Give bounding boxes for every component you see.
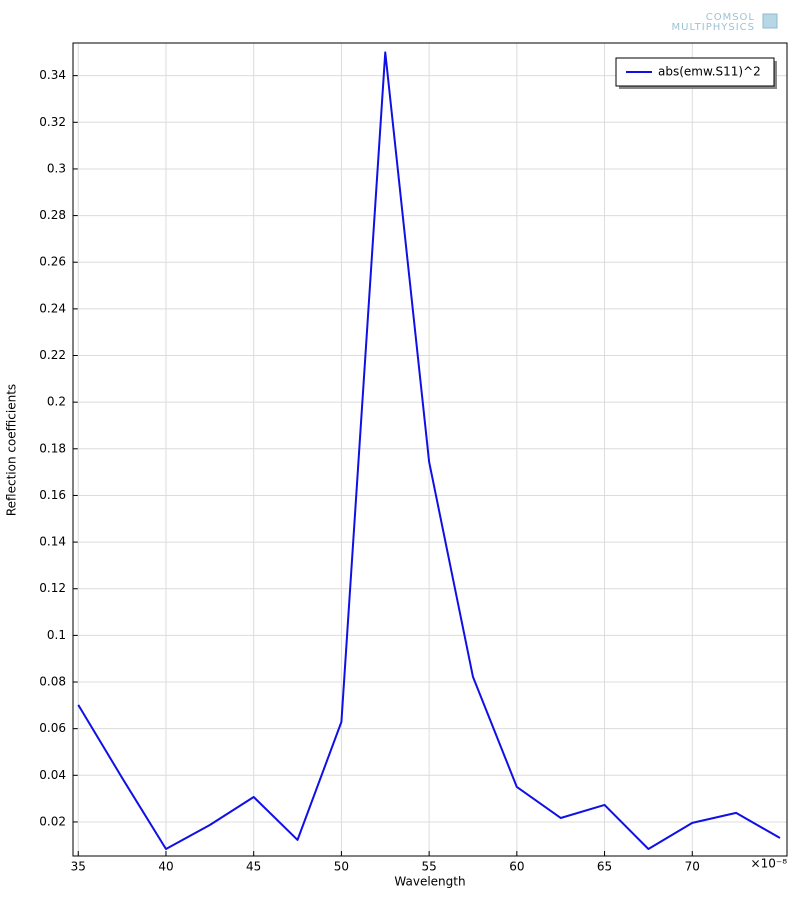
- x-tick-label: 65: [597, 860, 612, 874]
- plot-frame: [72, 42, 788, 857]
- x-tick-label: 55: [421, 860, 436, 874]
- logo-icon: [762, 13, 778, 29]
- y-tick-label: 0.3: [47, 161, 66, 175]
- watermark: MULTIPHYSICS: [672, 22, 755, 33]
- y-tick-label: 0.12: [39, 581, 66, 595]
- y-tick-label: 0.08: [39, 675, 66, 689]
- y-tick-label: 0.04: [39, 768, 66, 782]
- x-axis-label: Wavelength: [394, 875, 465, 889]
- y-tick-label: 0.24: [39, 301, 66, 315]
- y-tick-label: 0.2: [47, 395, 66, 409]
- y-tick-label: 0.16: [39, 488, 66, 502]
- x-tick-label: 40: [158, 860, 173, 874]
- y-axis-label: Reflection coefficients: [5, 384, 19, 516]
- y-tick-label: 0.02: [39, 814, 66, 828]
- y-tick-label: 0.34: [39, 68, 66, 82]
- y-tick-label: 0.06: [39, 721, 66, 735]
- x-tick-label: 45: [246, 860, 261, 874]
- data-line: [77, 51, 781, 851]
- y-tick-label: 0.22: [39, 348, 66, 362]
- x-multiplier: ×10⁻⁸: [751, 857, 788, 871]
- y-tick-label: 0.32: [39, 115, 66, 129]
- x-tick-label: 70: [685, 860, 700, 874]
- x-tick-label: 35: [71, 860, 86, 874]
- x-tick-label: 50: [334, 860, 349, 874]
- y-tick-label: 0.14: [39, 535, 66, 549]
- y-tick-label: 0.28: [39, 208, 66, 222]
- y-tick-label: 0.18: [39, 441, 66, 455]
- x-tick-label: 60: [509, 860, 524, 874]
- y-tick-label: 0.1: [47, 628, 66, 642]
- legend-label: abs(emw.S11)^2: [658, 65, 761, 79]
- y-tick-label: 0.26: [39, 255, 66, 269]
- watermark: COMSOL: [706, 12, 755, 23]
